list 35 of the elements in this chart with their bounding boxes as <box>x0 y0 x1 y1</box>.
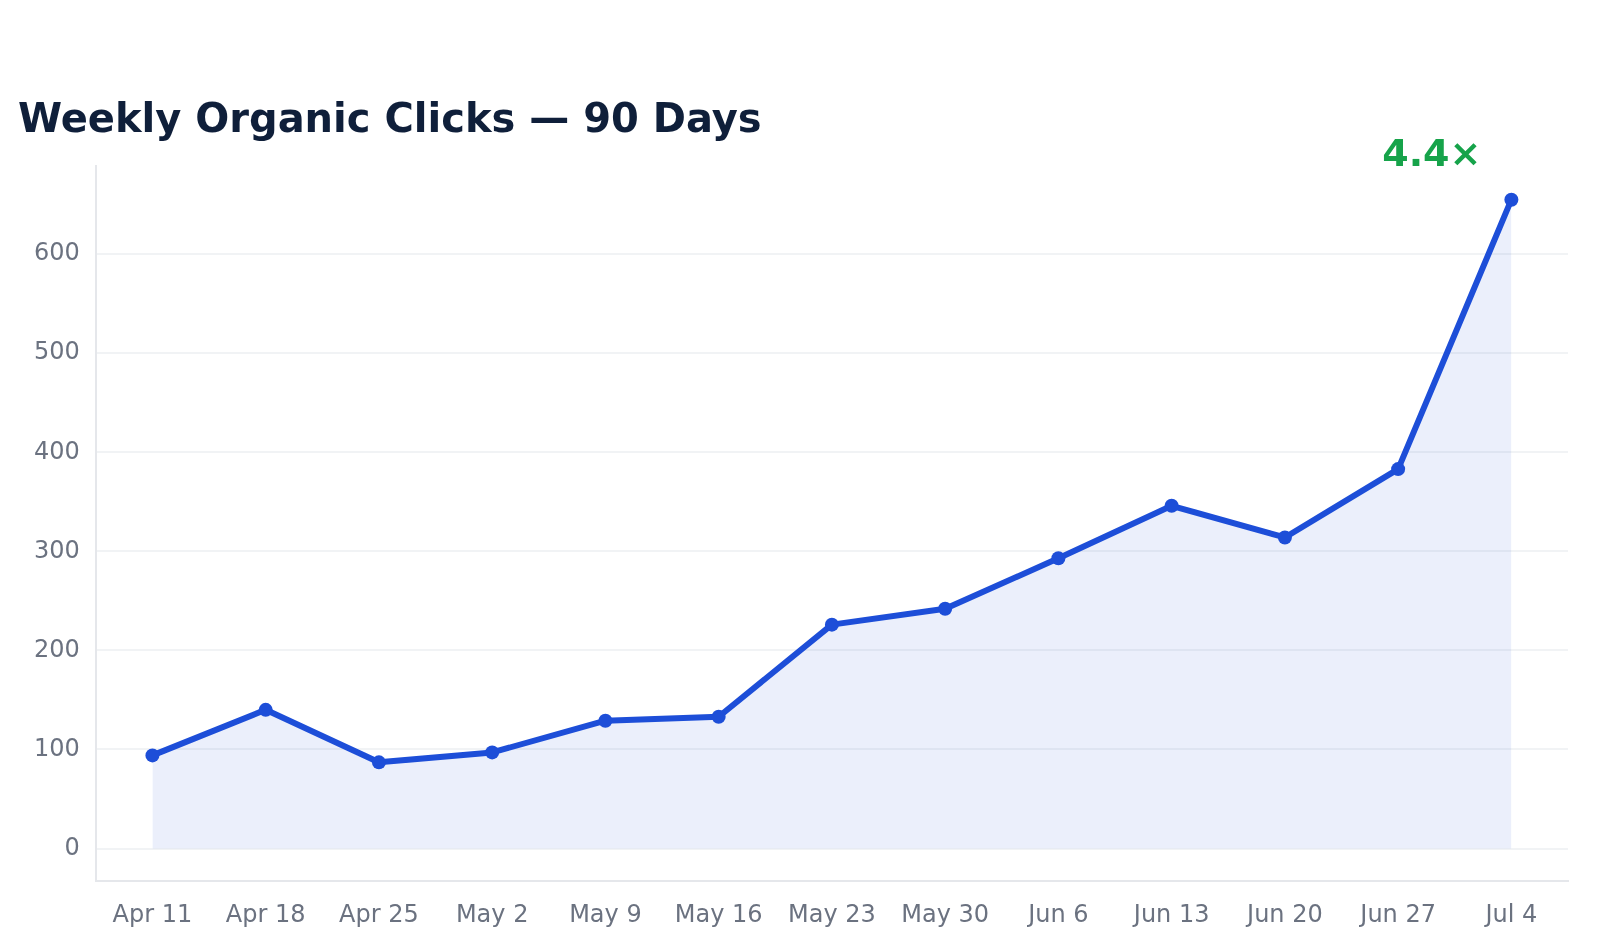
point <box>1164 498 1179 513</box>
x-tick-label: Apr 11 <box>112 899 193 928</box>
y-tick-label: 600 <box>34 238 80 267</box>
x-tick-label: Jun 27 <box>1358 899 1436 928</box>
x-tick-label: Jun 13 <box>1131 899 1210 928</box>
x-tick-label: Jul 4 <box>1483 899 1538 928</box>
annotation: 4.4× <box>1382 130 1482 175</box>
point <box>938 601 953 616</box>
point <box>1277 530 1292 545</box>
x-tick-label: May 30 <box>901 899 990 928</box>
y-tick-label: 300 <box>34 535 80 564</box>
point <box>1504 192 1519 207</box>
point <box>145 748 160 763</box>
point <box>824 617 839 632</box>
x-tick-label: Apr 25 <box>339 899 419 928</box>
x-tick-label: May 9 <box>569 899 642 928</box>
x-tick-label: May 23 <box>788 899 876 928</box>
y-tick-label: 400 <box>34 436 80 465</box>
point <box>1391 462 1406 477</box>
point <box>1051 551 1066 566</box>
x-tick-label: Jun 6 <box>1026 899 1089 928</box>
x-tick-label: May 2 <box>455 899 529 928</box>
point <box>258 702 273 717</box>
point <box>711 709 726 724</box>
x-tick-label: Jun 20 <box>1245 899 1323 928</box>
y-tick-label: 100 <box>34 733 80 762</box>
point <box>598 713 613 728</box>
chart-title: Weekly Organic Clicks — 90 Days <box>18 95 762 142</box>
y-tick-label: 200 <box>34 634 80 663</box>
point <box>371 755 386 770</box>
y-tick-label: 500 <box>34 337 80 366</box>
point <box>485 745 500 760</box>
x-tick-label: Apr 18 <box>225 899 306 928</box>
y-tick-label: 0 <box>64 832 80 861</box>
x-tick-label: May 16 <box>674 899 763 928</box>
